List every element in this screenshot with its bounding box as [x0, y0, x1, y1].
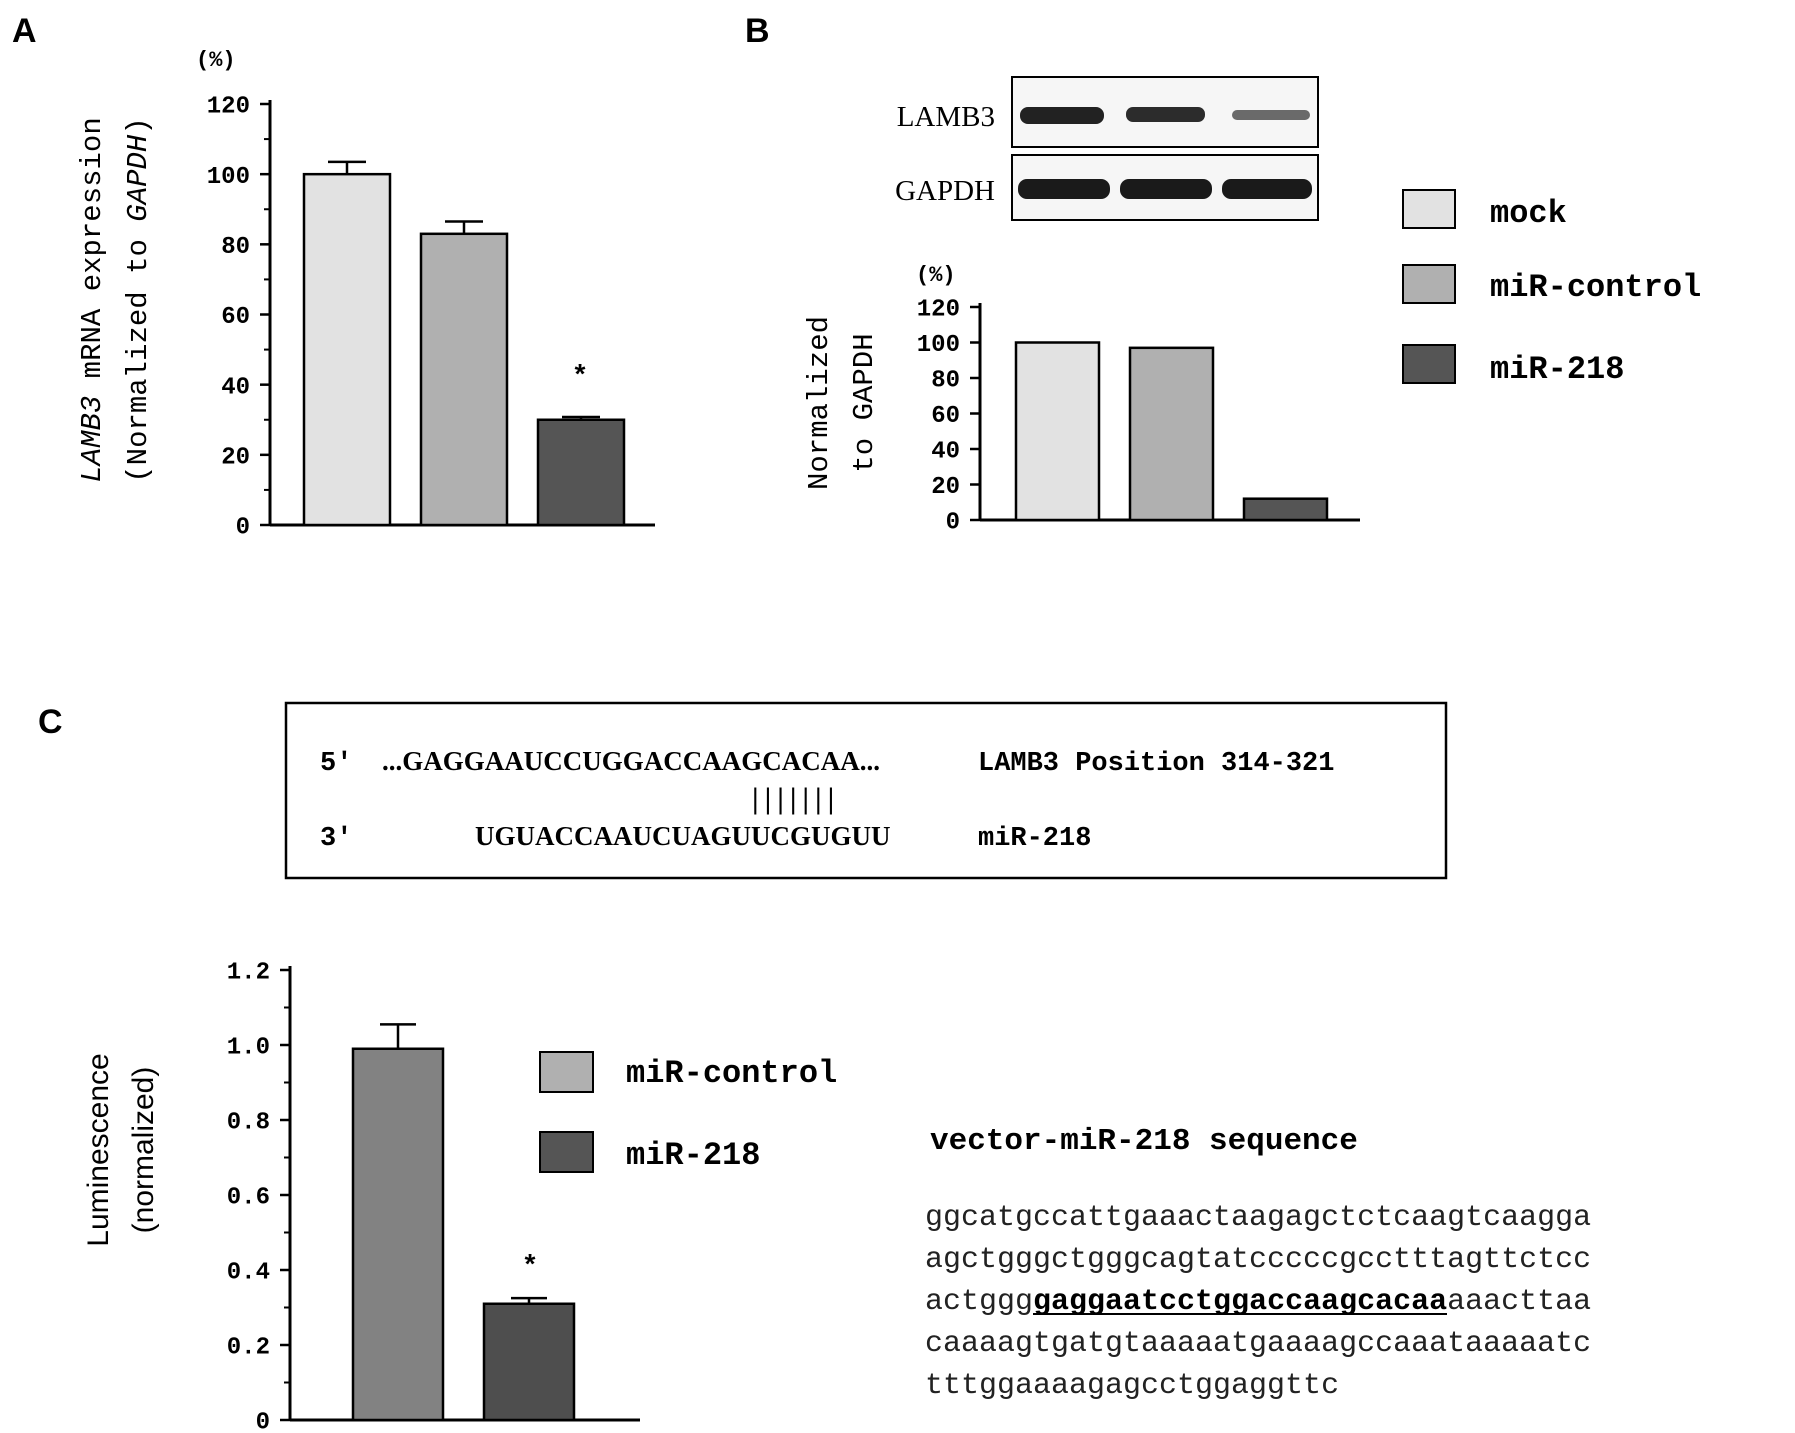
- panel-a-ylabel-line1: LAMB3 mRNA expression: [76, 117, 109, 482]
- panel-b-tick-label: 100: [917, 332, 960, 359]
- panel-a-tick-label: 100: [207, 164, 250, 191]
- panel-c-tick-label: 0: [256, 1410, 270, 1433]
- panel-a-unit: (%): [196, 48, 236, 73]
- seq-bottom-prime: 3': [320, 824, 352, 854]
- panel-c-ylabel-line1: Luminescence: [82, 1053, 115, 1246]
- vector-seq-line: ggcatgccattgaaactaagagctctcaagtcaagga: [925, 1201, 1591, 1235]
- vector-sequence: ggcatgccattgaaactaagagctctcaagtcaagga agc…: [925, 1201, 1591, 1403]
- panel-b-tick-label: 20: [931, 474, 960, 501]
- panel-b-tick-label: 80: [931, 368, 960, 395]
- panel-a-ylabel-suffix: ): [122, 117, 155, 134]
- panel-a-bar-3: [536, 418, 626, 527]
- panel-c-letter: C: [38, 703, 63, 741]
- panel-c-tick-label: 1.2: [227, 960, 270, 987]
- panel-a-letter: A: [12, 12, 37, 50]
- legend-swatch-mir-218: [1402, 344, 1456, 384]
- blot-band-gapdh-mock: [1018, 179, 1110, 199]
- blot-label-lamb3: LAMB3: [897, 101, 995, 133]
- blot-band-lamb3-mock: [1020, 107, 1104, 124]
- panel-b-legend: mock miR-control miR-218: [1402, 189, 1701, 388]
- panel-b-unit: (%): [916, 263, 956, 288]
- legend-swatch-mir-control: [1402, 264, 1456, 304]
- panel-c-bar-1: [351, 1047, 445, 1422]
- panel-c-bar-chart: 0 0.2 0.4 0.6 0.8 1.0 1.2: [227, 960, 640, 1433]
- seq-top-label: LAMB3 Position 314-321: [978, 749, 1334, 779]
- panel-b-bar-2: [1128, 346, 1215, 522]
- panel-c-tick-label: 1.0: [227, 1035, 270, 1062]
- legend-c-label-mir-218: miR-218: [626, 1137, 760, 1174]
- panel-b-bar-3: [1242, 497, 1329, 522]
- panel-a-tick-label: 20: [221, 444, 250, 471]
- legend-label-mir-218: miR-218: [1490, 351, 1624, 388]
- legend-c-swatch-mir-control: [539, 1051, 594, 1093]
- panel-a-tick-label: 60: [221, 304, 250, 331]
- blot-band-gapdh-mir218: [1222, 179, 1312, 199]
- seq-bottom: UGUACCAAUCUAGUUCGUGUU: [475, 821, 890, 851]
- panel-c-tick-label: 0.2: [227, 1335, 270, 1362]
- seq-top-prime: 5': [320, 749, 352, 779]
- vector-seq-plain: actggg: [925, 1285, 1033, 1319]
- panel-c-tick-label: 0.4: [227, 1260, 270, 1287]
- panel-a-ylabel-gene: LAMB3: [76, 396, 109, 483]
- panel-a-ylabel-line2: (Normalized to GAPDH): [122, 117, 155, 482]
- vector-seq-line: caaaagtgatgtaaaaatgaaaagccaaataaaaatc: [925, 1327, 1591, 1361]
- vector-seq-line: agctgggctgggcagtatcccccgcctttagttctcc: [925, 1243, 1591, 1277]
- seed-alignment-box: [284, 701, 1448, 880]
- panel-a-bar-2: [419, 232, 509, 527]
- panel-a-significance: *: [572, 362, 589, 393]
- legend-c-swatch-mir-218: [539, 1131, 594, 1173]
- vector-seq-plain: ggcatgccattgaaactaagagctctcaagtcaagga: [925, 1201, 1591, 1235]
- legend-label-mock: mock: [1490, 195, 1567, 232]
- panel-b-tick-label: 0: [946, 510, 960, 537]
- vector-seq-line: actggggaggaatcctggaccaagcacaaaaacttaa: [925, 1285, 1591, 1319]
- panel-a-ylabel-prefix: (Normalized to: [122, 222, 155, 483]
- blot-band-lamb3-mir218: [1232, 110, 1310, 120]
- legend-c-label-mir-control: miR-control: [626, 1055, 837, 1092]
- panel-c-ylabel-line2: (normalized): [127, 1067, 160, 1234]
- seq-bottom-label: miR-218: [978, 824, 1091, 854]
- blot-band-gapdh-control: [1120, 179, 1212, 199]
- panel-c-bar-2: [482, 1302, 576, 1422]
- vector-title: vector-miR-218 sequence: [930, 1124, 1358, 1159]
- panel-b-bar-chart: 0 20 40 60 80 100 120: [917, 297, 1360, 537]
- vector-seq-plain: agctgggctgggcagtatcccccgcctttagttctcc: [925, 1243, 1591, 1277]
- blot-band-lamb3-control: [1126, 107, 1205, 122]
- panel-b-ylabel-line2: to GAPDH: [848, 333, 881, 472]
- panel-a-tick-label: 0: [236, 515, 250, 542]
- seq-pairing: |||||||: [752, 782, 840, 815]
- panel-a-ylabel-gene2: GAPDH: [122, 134, 155, 222]
- panel-c-legend: miR-control miR-218: [539, 1051, 837, 1174]
- panel-a-ylabel-rest: mRNA expression: [76, 117, 109, 395]
- panel-a-bar-chart: 0 20 40 60 80 100 120: [207, 94, 655, 542]
- vector-seq-plain: aaacttaa: [1447, 1285, 1591, 1319]
- legend-label-mir-control: miR-control: [1490, 269, 1701, 306]
- panel-a-tick-label: 80: [221, 234, 250, 261]
- panel-b-tick-label: 60: [931, 403, 960, 430]
- panel-a-tick-label: 120: [207, 94, 250, 121]
- panel-b-ylabel-line1: Normalized: [803, 316, 836, 490]
- panel-c-significance: *: [522, 1252, 539, 1283]
- vector-seq-plain: tttggaaaagagcctggaggttc: [925, 1369, 1339, 1403]
- panel-a-bar-1: [302, 172, 392, 527]
- panel-c-tick-label: 0.6: [227, 1185, 270, 1212]
- legend-swatch-mock: [1402, 189, 1456, 229]
- panel-a-tick-label: 40: [221, 374, 250, 401]
- blot-label-gapdh: GAPDH: [895, 175, 995, 207]
- panel-c-tick-label: 0.8: [227, 1110, 270, 1137]
- panel-b-bar-1: [1014, 341, 1101, 522]
- panel-b-tick-label: 40: [931, 439, 960, 466]
- vector-seq-plain: caaaagtgatgtaaaaatgaaaagccaaataaaaatc: [925, 1327, 1591, 1361]
- vector-seq-line: tttggaaaagagcctggaggttc: [925, 1369, 1339, 1403]
- seq-top: ...GAGGAAUCCUGGACCAAGCACAA...: [382, 746, 880, 776]
- panel-b-tick-label: 120: [917, 297, 960, 324]
- panel-b-letter: B: [745, 12, 770, 50]
